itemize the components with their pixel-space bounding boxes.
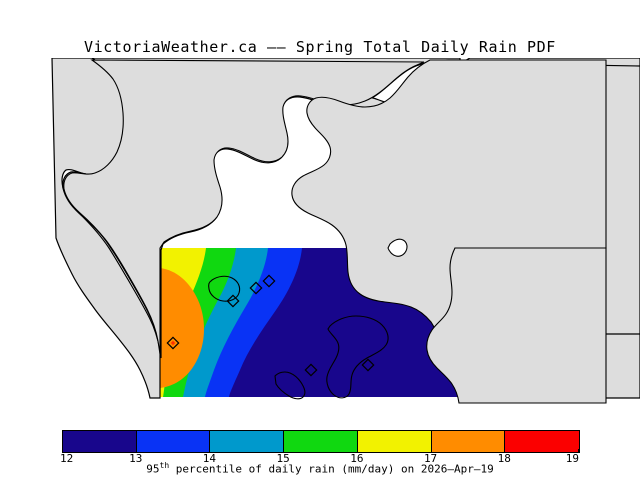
map-canvas[interactable]	[0, 58, 640, 408]
station-diamond-marker[interactable]	[304, 363, 318, 377]
map-graphic	[0, 58, 640, 408]
colorbar-band-0[interactable]	[63, 431, 137, 452]
colorbar-tick-label: 13	[129, 452, 143, 465]
colorbar-band-5[interactable]	[430, 431, 506, 452]
station-diamond-marker[interactable]	[262, 274, 276, 288]
colorbar-tick-label: 17	[423, 452, 438, 465]
page-title: VictoriaWeather.ca —— Spring Total Daily…	[84, 38, 556, 56]
colorbar[interactable]	[62, 430, 580, 453]
colorbar-tickmark	[135, 449, 137, 453]
coast-east-outline	[291, 59, 607, 355]
colorbar-tick-label: 16	[350, 452, 364, 465]
caption-suffix: percentile of daily rain (mm/day) on 202…	[169, 462, 494, 476]
colorbar-band-1[interactable]	[135, 431, 211, 452]
station-diamond-marker[interactable]	[249, 281, 263, 295]
colorbar-tickmark	[283, 449, 285, 453]
caption-superscript: th	[159, 461, 170, 470]
colorbar-band-2[interactable]	[209, 431, 285, 452]
coast-lagoon	[208, 275, 241, 302]
colorbar-tick-label: 14	[202, 452, 217, 465]
coast-east-lower	[426, 247, 607, 404]
island-large	[326, 315, 389, 399]
station-diamond-marker[interactable]	[226, 294, 240, 308]
colorbar-tickmark	[578, 449, 579, 453]
colorbar-tick-label: 18	[497, 452, 511, 465]
colorbar-tickmark	[209, 449, 211, 453]
colorbar-caption: 95th percentile of daily rain (mm/day) o…	[0, 461, 640, 476]
island-small	[274, 371, 306, 400]
colorbar-tick-labels: 12 13 14 15 16 17 18 19	[60, 449, 580, 466]
colorbar-band-6[interactable]	[504, 431, 580, 452]
contour-band-17-18	[160, 268, 204, 388]
colorbar-band-3[interactable]	[283, 431, 358, 452]
coast-mainland-outline	[63, 59, 425, 355]
colorbar-tickmark	[430, 449, 432, 453]
colorbar-tickmark	[504, 449, 506, 453]
colorbar-tickmark	[62, 449, 63, 453]
station-diamond-marker[interactable]	[361, 358, 375, 372]
caption-prefix: 95	[146, 462, 160, 476]
coast-ne-hook	[387, 238, 408, 257]
colorbar-tick-label: 12	[60, 452, 74, 465]
colorbar-tick-label: 19	[565, 452, 580, 465]
colorbar-tickmark	[356, 449, 358, 453]
colorbar-band-4[interactable]	[356, 431, 432, 452]
station-markers[interactable]	[166, 274, 375, 377]
colorbar-tick-label: 15	[276, 452, 290, 465]
